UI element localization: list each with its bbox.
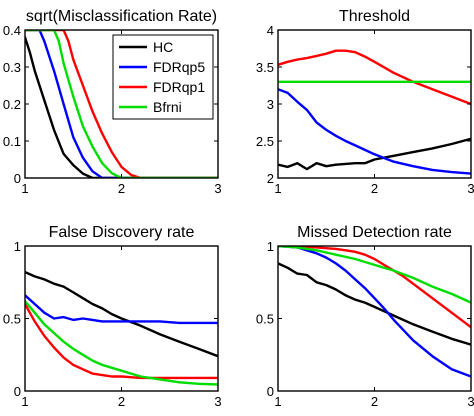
y-tick-label: 2.5	[256, 134, 274, 149]
y-tick-label: 0.4	[3, 23, 21, 38]
y-tick-label: 0.3	[3, 60, 21, 75]
x-tick-label: 2	[371, 394, 378, 409]
y-tick-label: 3	[267, 97, 274, 112]
x-tick-label: 2	[118, 394, 125, 409]
y-tick-label: 2	[267, 171, 274, 186]
y-tick-label: 4	[267, 23, 274, 38]
legend-box	[112, 34, 214, 120]
y-tick-label: 0.5	[256, 312, 274, 327]
y-tick-label: 1	[267, 239, 274, 254]
subplot-title: Missed Detection rate	[297, 224, 452, 241]
subplot-3: False Discovery rate 1 2 3 0 0.5 1	[3, 224, 222, 409]
legend-label-hc: HC	[153, 39, 173, 55]
x-tick-label: 3	[214, 181, 221, 196]
x-tick-label: 3	[467, 181, 474, 196]
y-tick-label: 0.1	[3, 134, 21, 149]
x-tick-label: 2	[371, 181, 378, 196]
x-tick-label: 1	[274, 394, 281, 409]
x-tick-label: 3	[214, 394, 221, 409]
series-line-fdrqp1	[278, 49, 471, 106]
y-tick-label: 0	[14, 384, 21, 399]
x-tick-label: 2	[118, 181, 125, 196]
legend-label-bfrni: Bfrni	[153, 99, 182, 115]
y-tick-label: 1	[14, 239, 21, 254]
axes-frame	[277, 29, 472, 179]
x-tick-label: 1	[21, 394, 28, 409]
subplot-title: False Discovery rate	[49, 224, 195, 241]
series-line-fdrqp1	[25, 302, 218, 380]
series-line-hc	[278, 137, 471, 171]
series-line-fdrqp5	[278, 246, 471, 378]
legend-label-fdrqp1: FDRqp1	[153, 79, 205, 95]
series-line-bfrni	[278, 246, 471, 304]
subplot-title: Threshold	[339, 8, 410, 25]
y-tick-label: 0	[267, 384, 274, 399]
series-line-fdrqp1	[25, 30, 218, 178]
series-line-bfrni	[25, 30, 218, 178]
axes-frame	[277, 245, 472, 392]
series-line-hc	[25, 270, 218, 358]
legend-label-fdrqp5: FDRqp5	[153, 59, 205, 75]
y-tick-label: 0.5	[3, 312, 21, 327]
series-line-fdrqp5	[25, 30, 218, 178]
subplot-4: Missed Detection rate 1 2 3 0 0.5 1	[256, 224, 474, 409]
series-line-hc	[25, 36, 218, 178]
series-line-fdrqp5	[278, 87, 471, 175]
y-tick-label: 0	[14, 171, 21, 186]
series-line-fdrqp1	[278, 246, 471, 329]
series-line-fdrqp5	[25, 294, 218, 325]
x-tick-label: 1	[274, 181, 281, 196]
subplot-1: sqrt(Misclassification Rate) 1 2 3 0 0.1 0.2 0.…	[3, 8, 222, 196]
series-line-bfrni	[25, 299, 218, 386]
y-tick-label: 3.5	[256, 60, 274, 75]
subplot-title: sqrt(Misclassification Rate)	[26, 8, 217, 25]
x-tick-label: 1	[21, 181, 28, 196]
y-tick-label: 0.2	[3, 97, 21, 112]
x-tick-label: 3	[467, 394, 474, 409]
series-line-hc	[278, 262, 471, 346]
